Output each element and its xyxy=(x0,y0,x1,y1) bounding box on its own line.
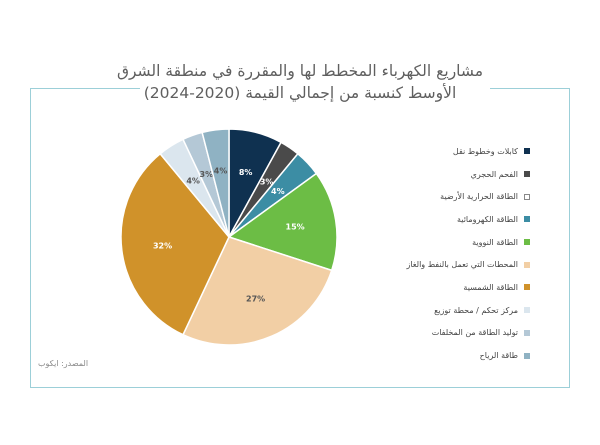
pie-slice-label-6: 32% xyxy=(153,241,172,250)
legend-label-7: مركز تحكم / محطة توزيع xyxy=(434,305,518,315)
legend-item-0: كابلات وخطوط نقل xyxy=(400,140,530,163)
legend-item-6: الطاقة الشمسية xyxy=(400,276,530,299)
pie-slice-label-7: 4% xyxy=(186,176,200,185)
pie-slice-label-4: 15% xyxy=(286,223,305,232)
legend-item-1: الفحم الحجري xyxy=(400,163,530,186)
pie-slice-6 xyxy=(120,152,230,336)
legend-label-1: الفحم الحجري xyxy=(470,169,518,179)
pie-slice-label-8: 3% xyxy=(200,170,214,179)
legend-swatch-4 xyxy=(524,239,530,246)
pie-slice-label-3: 4% xyxy=(271,187,285,196)
legend-swatch-3 xyxy=(524,216,530,223)
legend-item-5: المحطات التي تعمل بالنفط والغاز xyxy=(400,253,530,276)
legend-label-2: الطاقة الحرارية الأرضية xyxy=(440,192,518,202)
legend-swatch-8 xyxy=(524,329,530,336)
chart-title-line-2: الأوسط كنسبة من إجمالي القيمة (2020-2024… xyxy=(143,84,457,102)
legend-swatch-1 xyxy=(524,171,530,178)
legend-label-0: كابلات وخطوط نقل xyxy=(452,146,518,156)
legend-item-9: طاقة الرياح xyxy=(400,344,530,367)
legend-item-4: الطاقة النووية xyxy=(400,231,530,254)
legend-label-3: الطاقة الكهرومائية xyxy=(456,214,518,224)
legend-swatch-0 xyxy=(524,148,530,155)
pie-slice-4 xyxy=(227,172,338,272)
chart-title-line-1: مشاريع الكهرباء المخطط لها والمقررة في م… xyxy=(116,62,484,80)
legend-item-3: الطاقة الكهرومائية xyxy=(400,208,530,231)
legend-item-2: الطاقة الحرارية الأرضية xyxy=(400,185,530,208)
legend-label-5: المحطات التي تعمل بالنفط والغاز xyxy=(406,260,518,270)
legend-swatch-6 xyxy=(524,284,530,291)
legend-label-6: الطاقة الشمسية xyxy=(463,282,518,292)
legend-label-9: طاقة الرياح xyxy=(479,351,518,361)
chart-legend: كابلات وخطوط نقل الفحم الحجري الطاقة الحرا… xyxy=(400,140,530,367)
pie-slice-9 xyxy=(201,128,230,238)
card-border-top-right xyxy=(490,88,570,89)
chart-card xyxy=(30,88,570,388)
pie-slice-label-0: 8% xyxy=(239,168,253,177)
legend-swatch-7 xyxy=(524,307,530,314)
legend-item-7: مركز تحكم / محطة توزيع xyxy=(400,299,530,322)
legend-swatch-2 xyxy=(524,193,530,200)
legend-label-4: الطاقة النووية xyxy=(472,237,518,247)
pie-slice-label-5: 27% xyxy=(246,294,265,303)
source-note: المصدر: ايكوب xyxy=(38,359,89,368)
pie-slice-5 xyxy=(182,236,333,346)
chart-title: مشاريع الكهرباء المخطط لها والمقررة في م… xyxy=(100,60,500,104)
legend-label-8: توليد الطاقة من المخلفات xyxy=(431,328,518,338)
pie-slice-label-9: 4% xyxy=(214,167,228,176)
legend-item-8: توليد الطاقة من المخلفات xyxy=(400,322,530,345)
pie-slice-label-1: 3% xyxy=(260,178,274,187)
legend-swatch-9 xyxy=(524,352,530,359)
legend-swatch-5 xyxy=(524,261,530,268)
card-border-top-left xyxy=(30,88,140,89)
